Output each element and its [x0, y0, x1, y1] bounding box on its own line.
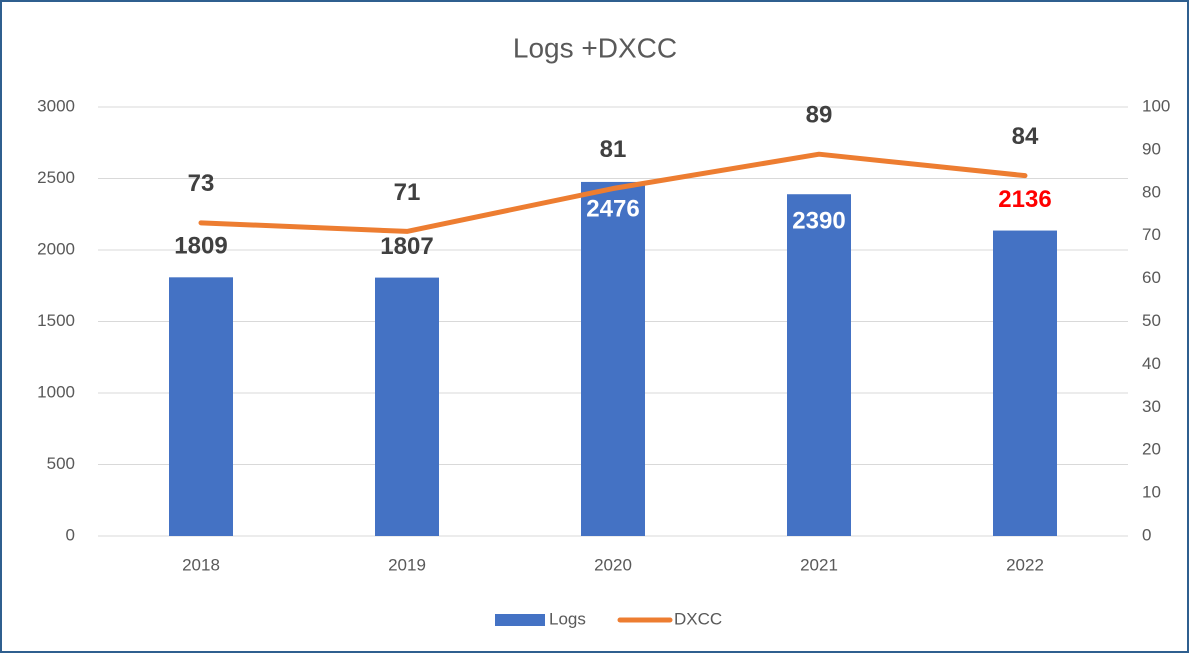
line: [198, 151, 1028, 234]
chart-title: Logs +DXCC: [513, 32, 677, 63]
y2-tick-label: 80: [1142, 182, 1161, 201]
y2-tick-label: 70: [1142, 225, 1161, 244]
x-tick-label: 2022: [1006, 555, 1044, 574]
y-tick-label: 1500: [37, 311, 75, 330]
y2-tick-label: 100: [1142, 96, 1170, 115]
bar: [169, 277, 233, 536]
bar: [993, 230, 1057, 536]
legend-label: Logs: [549, 609, 586, 628]
bar-value-label: 1807: [380, 233, 433, 260]
y-tick-label: 3000: [37, 96, 75, 115]
bar: [787, 194, 851, 537]
y-tick-label: 2500: [37, 168, 75, 187]
line-value-label: 71: [394, 179, 421, 206]
bar: [581, 181, 645, 536]
x-tick-label: 2019: [388, 555, 426, 574]
bar-value-label: 2476: [586, 195, 639, 222]
legend-swatch: [495, 614, 545, 626]
x-tick-label: 2020: [594, 555, 632, 574]
y-tick-label: 2000: [37, 239, 75, 258]
line-value-label: 81: [600, 136, 627, 163]
x-tick-label: 2018: [182, 555, 220, 574]
bar-value-label: 2390: [792, 208, 845, 235]
y2-tick-label: 60: [1142, 268, 1161, 287]
legend-label: DXCC: [674, 609, 722, 628]
line-value-label: 84: [1012, 123, 1039, 150]
y2-tick-label: 0: [1142, 525, 1151, 544]
y-tick-label: 0: [66, 525, 75, 544]
y2-tick-label: 30: [1142, 397, 1161, 416]
x-tick-label: 2021: [800, 555, 838, 574]
bar-value-label: 2136: [998, 186, 1051, 213]
line-value-label: 89: [806, 102, 833, 129]
y2-tick-label: 50: [1142, 311, 1161, 330]
y2-tick-label: 90: [1142, 139, 1161, 158]
y-tick-label: 1000: [37, 382, 75, 401]
y-tick-label: 500: [47, 454, 75, 473]
y2-tick-label: 40: [1142, 354, 1161, 373]
bar: [375, 277, 439, 536]
bar-value-label: 1809: [174, 233, 227, 260]
y2-tick-label: 10: [1142, 483, 1161, 502]
y2-tick-label: 20: [1142, 440, 1161, 459]
line-value-label: 73: [188, 170, 215, 197]
